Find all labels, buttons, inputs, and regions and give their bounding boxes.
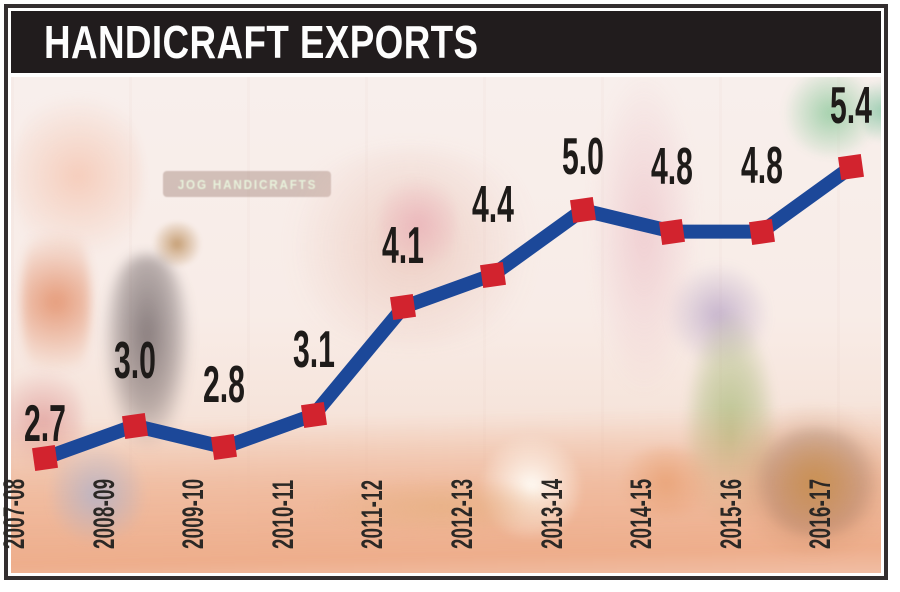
bg-right-green-sign xyxy=(863,77,881,151)
bg-flowers xyxy=(751,427,881,537)
bg-orange-bag xyxy=(611,447,721,517)
title-bar: HANDICRAFT EXPORTS xyxy=(11,11,881,73)
page-title: HANDICRAFT EXPORTS xyxy=(44,16,479,68)
bg-blue-chair xyxy=(51,437,143,552)
bg-woven-basket xyxy=(311,477,571,537)
bg-pink-bag xyxy=(379,169,457,279)
title-photo-divider xyxy=(11,73,881,77)
outer-frame: HANDICRAFT EXPORTS JOG HANDICRAFTS xyxy=(4,4,888,580)
background-photo: JOG HANDICRAFTS xyxy=(11,77,881,573)
